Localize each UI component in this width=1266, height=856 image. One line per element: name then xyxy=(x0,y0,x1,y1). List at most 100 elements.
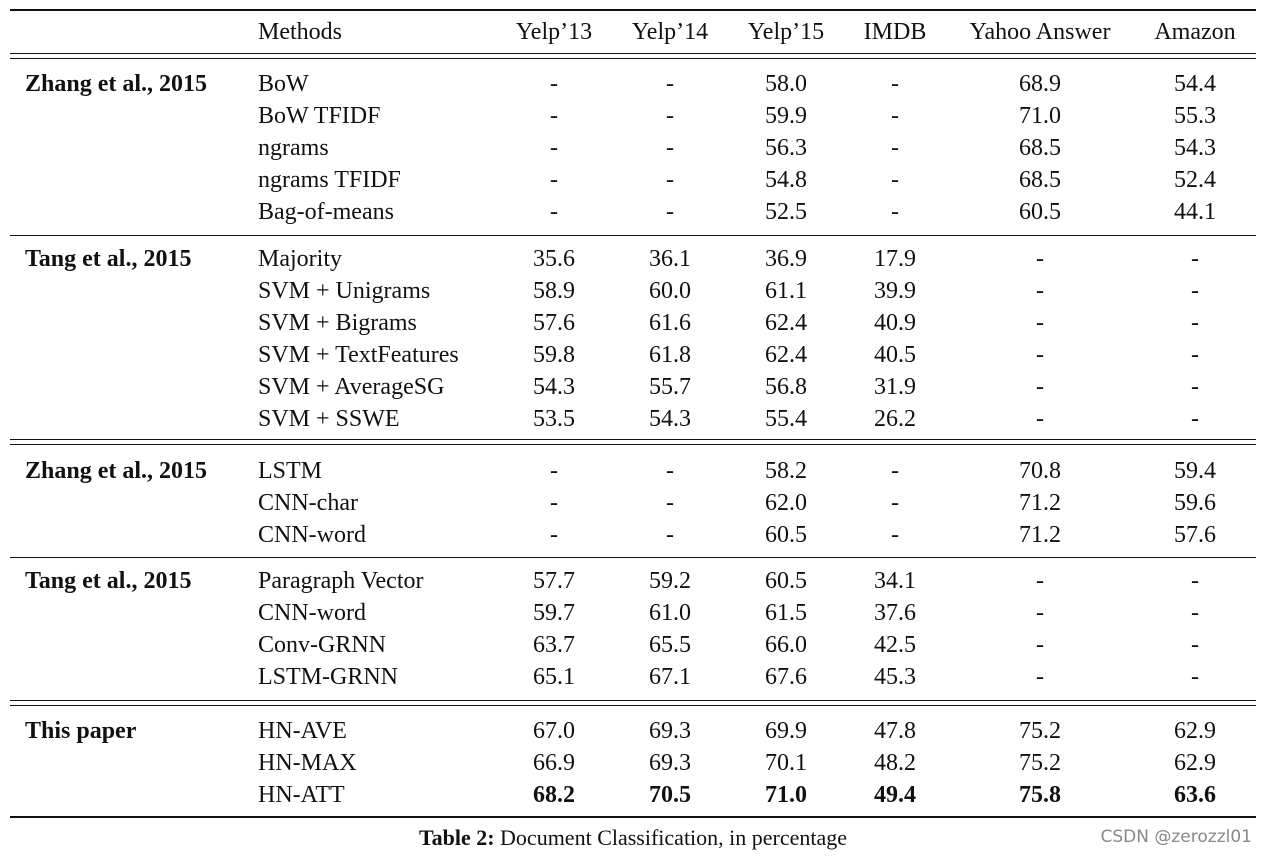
table-cell: - xyxy=(1036,568,1044,594)
table-row: BoW TFIDF - - 59.9 - 71.0 55.3 xyxy=(0,100,1266,132)
table-cell: 61.5 xyxy=(765,600,807,626)
group-divider xyxy=(10,235,1256,236)
table-cell: 53.5 xyxy=(533,406,575,432)
table-cell: - xyxy=(550,490,558,516)
table-cell: - xyxy=(1191,374,1199,400)
table-cell: - xyxy=(666,490,674,516)
table-row: LSTM-GRNN 65.1 67.1 67.6 45.3 - - xyxy=(0,661,1266,693)
table-cell: 75.2 xyxy=(1019,750,1061,776)
group-divider xyxy=(10,557,1256,558)
table-cell: 37.6 xyxy=(874,600,916,626)
group-divider-double xyxy=(10,700,1256,701)
table-cell: 56.8 xyxy=(765,374,807,400)
table-cell: 40.9 xyxy=(874,310,916,336)
method-name: LSTM xyxy=(258,458,323,484)
method-name: HN-ATT xyxy=(258,782,345,808)
method-name: Paragraph Vector xyxy=(258,568,424,594)
table-cell: - xyxy=(891,135,899,161)
table-row: SVM + Bigrams 57.6 61.6 62.4 40.9 - - xyxy=(0,307,1266,339)
table-cell: 57.7 xyxy=(533,568,575,594)
table-cell: - xyxy=(891,490,899,516)
table-cell: 57.6 xyxy=(533,310,575,336)
table-cell: - xyxy=(1036,406,1044,432)
table-cell: 61.1 xyxy=(765,278,807,304)
table-cell: 26.2 xyxy=(874,406,916,432)
table-cell: - xyxy=(1036,246,1044,272)
table-cell: 45.3 xyxy=(874,664,916,690)
table-cell: 71.0 xyxy=(1019,103,1061,129)
table-row: SVM + SSWE 53.5 54.3 55.4 26.2 - - xyxy=(0,403,1266,435)
table-cell: 75.8 xyxy=(1019,782,1061,808)
table-cell: 62.9 xyxy=(1174,750,1216,776)
method-name: BoW xyxy=(258,71,309,97)
method-name: SVM + Bigrams xyxy=(258,310,417,336)
method-name: SVM + AverageSG xyxy=(258,374,445,400)
table-cell: 65.5 xyxy=(649,632,691,658)
group-divider-double xyxy=(10,705,1256,706)
table-cell: 54.8 xyxy=(765,167,807,193)
table-cell: 47.8 xyxy=(874,718,916,744)
group-divider-double xyxy=(10,439,1256,440)
header-imdb: IMDB xyxy=(863,19,927,45)
table-row: Tang et al., 2015 Paragraph Vector 57.7 59.… xyxy=(0,565,1266,597)
table-cell: - xyxy=(550,167,558,193)
table-cell: 68.5 xyxy=(1019,135,1061,161)
table-cell: - xyxy=(891,167,899,193)
method-name: CNN-char xyxy=(258,490,358,516)
table-cell: 66.0 xyxy=(765,632,807,658)
table-cell: 52.5 xyxy=(765,199,807,225)
table-cell: - xyxy=(891,71,899,97)
table-cell: - xyxy=(891,458,899,484)
table-cell: 68.5 xyxy=(1019,167,1061,193)
table-cell: - xyxy=(891,103,899,129)
method-name: Conv-GRNN xyxy=(258,632,387,658)
table-cell: 61.8 xyxy=(649,342,691,368)
table-cell: 60.5 xyxy=(765,568,807,594)
header-rule xyxy=(10,53,1256,54)
method-name: LSTM-GRNN xyxy=(258,664,399,690)
table-cell: - xyxy=(1036,342,1044,368)
table-cell: - xyxy=(1036,632,1044,658)
table-cell: 44.1 xyxy=(1174,199,1216,225)
table-cell: 55.3 xyxy=(1174,103,1216,129)
group-label: Tang et al., 2015 xyxy=(25,568,192,594)
table-cell: - xyxy=(1191,406,1199,432)
table-cell: 59.7 xyxy=(533,600,575,626)
table-cell: 59.2 xyxy=(649,568,691,594)
table-cell: - xyxy=(1036,600,1044,626)
table-cell: 52.4 xyxy=(1174,167,1216,193)
table-cell: - xyxy=(1036,664,1044,690)
table-cell: - xyxy=(891,522,899,548)
table-cell: 54.3 xyxy=(649,406,691,432)
top-rule xyxy=(10,9,1256,11)
table-row: ngrams TFIDF - - 54.8 - 68.5 52.4 xyxy=(0,164,1266,196)
table-cell: 69.3 xyxy=(649,750,691,776)
table-cell: 39.9 xyxy=(874,278,916,304)
table-cell: 71.2 xyxy=(1019,522,1061,548)
group-label: Tang et al., 2015 xyxy=(25,246,192,272)
table-header: Methods Yelp’13 Yelp’14 Yelp’15 IMDB Yah… xyxy=(0,16,1266,48)
method-name: ngrams TFIDF xyxy=(258,167,401,193)
table-cell: 75.2 xyxy=(1019,718,1061,744)
table-cell: 70.8 xyxy=(1019,458,1061,484)
method-name: CNN-word xyxy=(258,522,366,548)
method-name: HN-AVE xyxy=(258,718,347,744)
table-cell: - xyxy=(1191,568,1199,594)
header-yelp13: Yelp’13 xyxy=(515,19,593,45)
table-cell: 58.2 xyxy=(765,458,807,484)
table-cell: - xyxy=(1036,310,1044,336)
table-cell: - xyxy=(1191,310,1199,336)
table-cell: 54.3 xyxy=(533,374,575,400)
table-cell: - xyxy=(666,522,674,548)
table-cell: 61.0 xyxy=(649,600,691,626)
method-name: SVM + Unigrams xyxy=(258,278,431,304)
table-cell: - xyxy=(1191,664,1199,690)
table-row: Tang et al., 2015 Majority 35.6 36.1 36.9 17.… xyxy=(0,243,1266,275)
table-row: SVM + AverageSG 54.3 55.7 56.8 31.9 - - xyxy=(0,371,1266,403)
table-cell: 69.3 xyxy=(649,718,691,744)
table-row: CNN-word 59.7 61.0 61.5 37.6 - - xyxy=(0,597,1266,629)
table-row: Zhang et al., 2015 BoW - - 58.0 - 68.9 54.4 xyxy=(0,68,1266,100)
table-cell: 61.6 xyxy=(649,310,691,336)
table-cell: 49.4 xyxy=(874,782,916,808)
method-name: HN-MAX xyxy=(258,750,357,776)
